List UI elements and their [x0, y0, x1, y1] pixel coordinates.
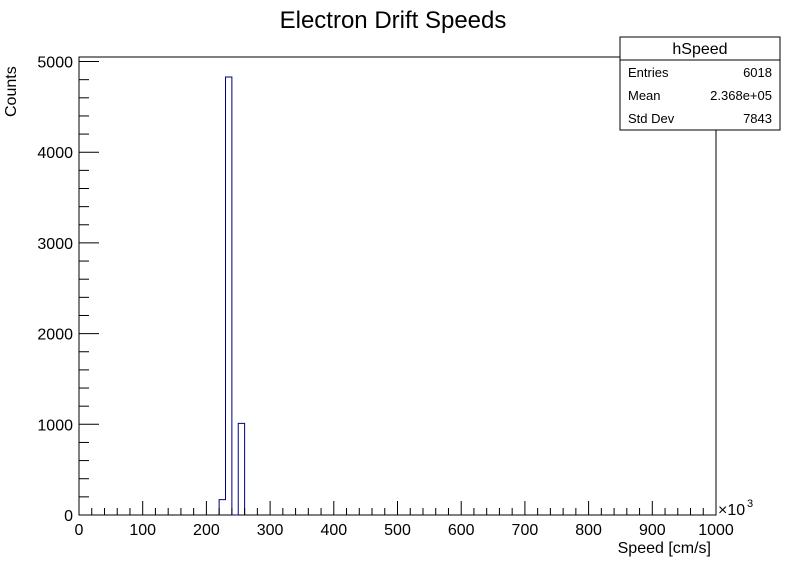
x-tick-label: 500	[384, 522, 411, 539]
y-tick-label: 2000	[37, 327, 73, 344]
x-tick-label: 800	[575, 522, 602, 539]
x-tick-label: 900	[639, 522, 666, 539]
x-tick-label: 300	[257, 522, 284, 539]
stats-box-frame	[619, 36, 781, 131]
histogram-outline	[218, 76, 246, 516]
x-tick-label: 700	[512, 522, 539, 539]
y-tick-label: 1000	[37, 417, 73, 434]
x-tick-label: 1000	[698, 522, 734, 539]
x-axis-label: Speed [cm/s]	[618, 540, 711, 557]
y-tick-label: 0	[64, 508, 73, 525]
x-tick-label: 400	[320, 522, 347, 539]
y-tick-label: 3000	[37, 236, 73, 253]
x-multiplier-base: ×10	[718, 502, 745, 519]
x-axis-multiplier: ×10 3	[718, 498, 753, 519]
x-multiplier-exponent: 3	[747, 498, 753, 510]
stats-entries-label: Entries	[628, 65, 669, 80]
y-axis-label: Counts	[3, 66, 20, 117]
stats-box-title: hSpeed	[672, 41, 727, 58]
bars-layer	[218, 76, 246, 516]
x-tick-label: 0	[75, 522, 84, 539]
x-tick-label: 200	[193, 522, 220, 539]
x-axis: 0 100 200 300 400 500 600 700 800 900 1000	[75, 501, 734, 539]
stats-stddev-label: Std Dev	[628, 111, 675, 126]
stats-mean-label: Mean	[628, 88, 661, 103]
stats-box: hSpeed Entries 6018 Mean 2.368e+05 Std D…	[619, 36, 781, 131]
stats-mean-value: 2.368e+05	[710, 88, 772, 103]
x-tick-label: 100	[129, 522, 156, 539]
y-axis: 0 1000 2000 3000 4000 5000	[37, 55, 99, 525]
x-tick-label: 600	[448, 522, 475, 539]
stats-stddev-value: 7843	[743, 111, 772, 126]
y-tick-label: 4000	[37, 145, 73, 162]
stats-entries-value: 6018	[743, 65, 772, 80]
y-tick-label: 5000	[37, 55, 73, 72]
chart-title: Electron Drift Speeds	[280, 7, 507, 34]
